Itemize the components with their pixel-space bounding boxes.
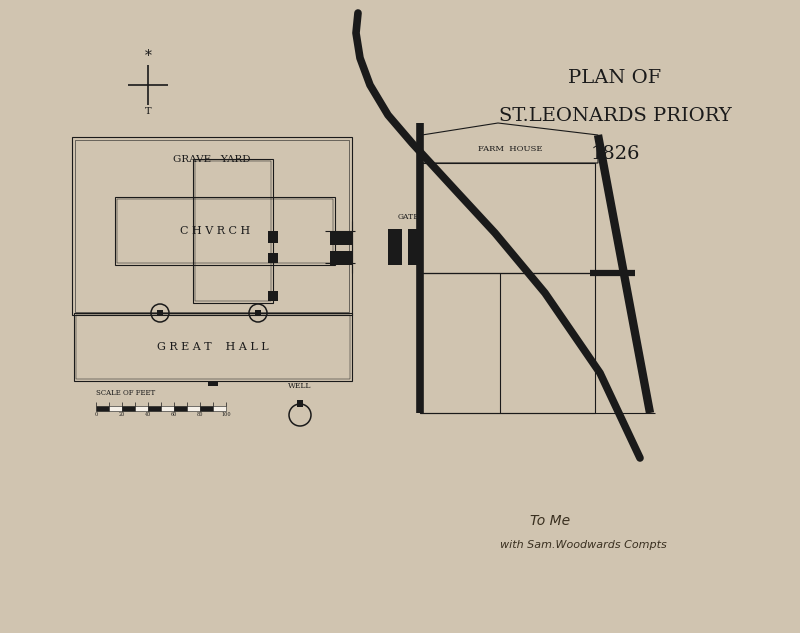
- Text: 1826: 1826: [590, 145, 640, 163]
- Text: 0: 0: [94, 412, 98, 417]
- Bar: [193, 159, 273, 303]
- Text: 80: 80: [197, 412, 203, 417]
- Text: T: T: [145, 107, 151, 116]
- Bar: [208, 381, 218, 386]
- Bar: [388, 229, 402, 265]
- Text: GRAVE   YARD: GRAVE YARD: [174, 154, 250, 163]
- Bar: [408, 229, 422, 265]
- Text: PLAN OF: PLAN OF: [568, 69, 662, 87]
- Bar: [76, 315, 350, 379]
- Bar: [96, 406, 109, 411]
- Bar: [213, 406, 226, 411]
- Bar: [148, 406, 161, 411]
- Text: 40: 40: [145, 412, 151, 417]
- Text: 100: 100: [221, 412, 231, 417]
- Bar: [297, 400, 303, 407]
- Text: *: *: [145, 49, 151, 63]
- Bar: [174, 406, 187, 411]
- Bar: [330, 231, 352, 245]
- Text: SCALE OF FEET: SCALE OF FEET: [96, 389, 155, 397]
- Bar: [161, 406, 174, 411]
- Text: FARM  HOUSE: FARM HOUSE: [478, 145, 542, 153]
- Bar: [420, 163, 595, 273]
- Text: ST.LEONARDS PRIORY: ST.LEONARDS PRIORY: [498, 107, 731, 125]
- Text: 20: 20: [119, 412, 125, 417]
- Text: WELL: WELL: [288, 382, 312, 390]
- Bar: [268, 291, 278, 301]
- Bar: [109, 406, 122, 411]
- Text: C H V R C H: C H V R C H: [180, 226, 250, 236]
- Text: To Me: To Me: [530, 514, 570, 528]
- Bar: [268, 231, 278, 243]
- Bar: [187, 406, 200, 411]
- Bar: [157, 310, 163, 315]
- Bar: [115, 197, 335, 265]
- Bar: [117, 199, 333, 263]
- Bar: [135, 406, 148, 411]
- Bar: [122, 406, 135, 411]
- Text: G R E A T    H A L L: G R E A T H A L L: [157, 342, 269, 352]
- Bar: [420, 273, 595, 413]
- Bar: [200, 406, 213, 411]
- Bar: [255, 310, 261, 315]
- Bar: [75, 140, 349, 312]
- Text: GATE: GATE: [398, 213, 420, 221]
- Bar: [330, 251, 352, 265]
- Text: 60: 60: [171, 412, 177, 417]
- Bar: [268, 253, 278, 263]
- Bar: [74, 313, 352, 381]
- Bar: [195, 161, 271, 301]
- Bar: [72, 137, 352, 315]
- Text: with Sam.Woodwards Compts: with Sam.Woodwards Compts: [500, 540, 666, 550]
